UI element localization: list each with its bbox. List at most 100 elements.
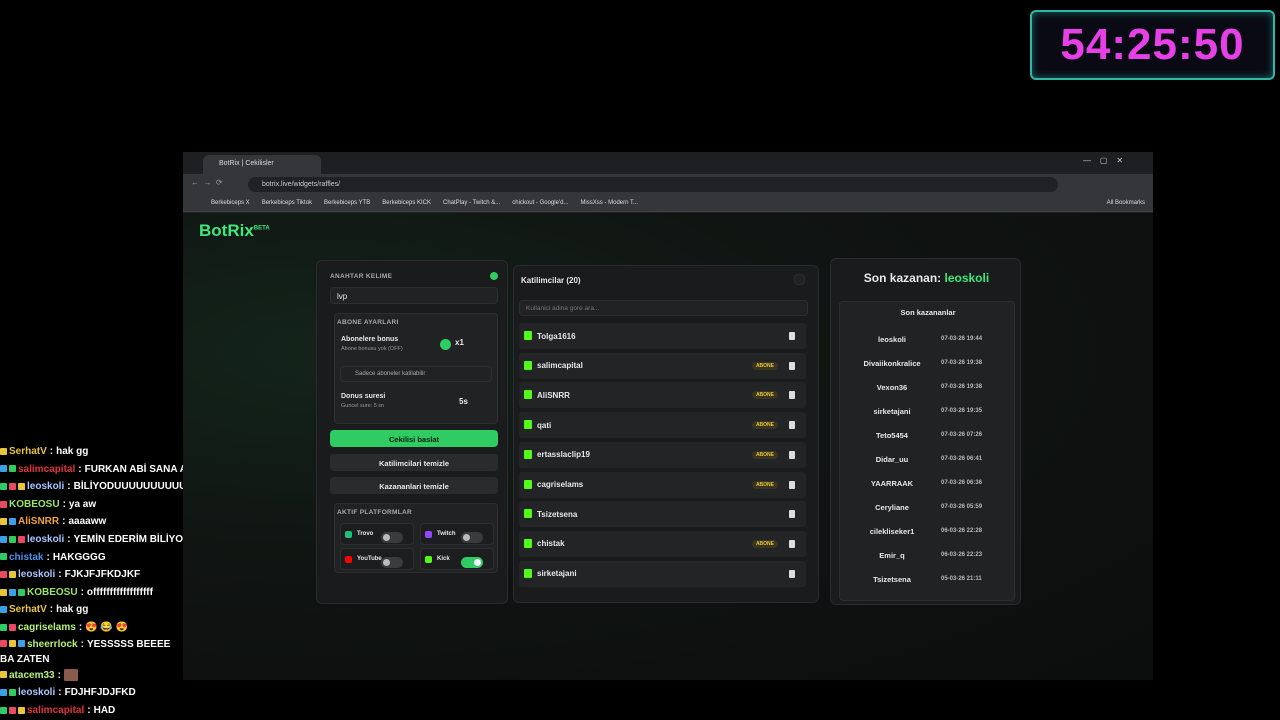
copy-button[interactable] [794,274,805,285]
bookmark[interactable]: Berkebiceps Tiktok [261,200,313,206]
checkbox[interactable]: Sadece aboneler katilabilir [340,366,492,382]
winner-row: leoskoli 07-03-26 19:44 [843,327,1011,351]
chat-message: BİLİYODUUUUUUUUUUM [73,481,183,493]
settings-panel: ANAHTAR KELIME lvp ABONE AYARLARI Abonel… [316,260,508,604]
chat-separator: : [58,687,62,699]
winner-date: 07-03-26 06:41 [941,456,983,462]
status-dot [490,272,498,280]
winner-name: sirketajani [873,406,911,416]
kick-icon [524,568,532,578]
chat-badge [9,706,16,714]
chat-message: HAKGGGG [52,551,106,563]
participant-row: AliSNRR ABONE [519,382,806,409]
bookmark[interactable]: MissXss - Modern T... [580,200,639,206]
platform-name: Twitch [437,531,456,537]
tab[interactable]: BotRix | Cekilisler [203,155,321,174]
winner-date: 07-03-26 19:35 [941,408,983,414]
delete-button[interactable] [789,450,795,459]
chat-line: SerhatV: hak gg [0,443,183,461]
chat-message: hak gg [56,604,89,616]
chat-line: salimcapital: HAD [0,702,183,720]
platform-icon [345,556,352,563]
toggle[interactable] [381,532,403,543]
url[interactable]: botrix.live/widgets/raffles/ [248,177,1058,192]
delete-button[interactable] [789,332,795,340]
chat-badge [9,518,16,526]
platforms: AKTIF PLATFORMLAR Trovo Twitch YouTube Kick [334,503,498,573]
delete-button[interactable] [789,539,795,548]
participant-row: sirketajani [519,560,806,587]
chat-message: 😍 😂 😍 [85,621,129,633]
participant-row: cagriselams ABONE [519,471,806,498]
chat-separator: : [87,704,91,716]
chat-badge [0,623,7,631]
bookmark[interactable]: Berkebiceps KICK [382,200,431,206]
bookmark[interactable]: Berkebiceps X [211,200,250,206]
chat-user: atacem33 [9,669,55,681]
select[interactable]: x1 [455,338,464,347]
toggle[interactable] [461,532,483,543]
delete-button[interactable] [789,421,795,430]
chat-line: AliSNRR: aaaaww [0,513,183,531]
bookmark[interactable]: ChatPlay - Twitch &... [443,200,501,206]
participant-name: AliSNRR [537,390,570,400]
delete-button[interactable] [789,569,795,578]
chat-line: cagriselams: 😍 😂 😍 [0,619,183,637]
keyword-input[interactable]: lvp [330,287,498,304]
sub-badge: ABONE [751,421,778,430]
chat-message: YESSSSS BEEEE BA ZATEN [0,638,171,665]
button[interactable]: Cekilisi baslat [330,430,498,447]
platform: Kick [420,548,494,570]
sub-settings: ABONE AYARLARI Abonelere bonus Abone bon… [334,313,498,424]
chat-badge [0,500,7,508]
chat-separator: : [67,533,71,545]
delete-button[interactable] [789,480,795,489]
chat-separator: : [49,446,54,457]
button[interactable]: Kazananlari temizle [330,477,498,494]
window-controls[interactable]: — ▢ ✕ [1083,156,1124,165]
winner-name: Divaiikonkralice [863,358,921,368]
select[interactable]: 5s [459,397,468,406]
delete-button[interactable] [789,361,795,370]
bookmark[interactable]: chickout - Google'd... [512,200,569,206]
logo-text: BotRix [199,221,254,240]
participant-name: Tsizetsena [537,509,578,519]
all-bookmarks[interactable]: All Bookmarks [1106,200,1145,206]
chat-badge [0,706,7,714]
winner-row: Didar_uu 07-03-26 06:41 [843,447,1011,471]
chat-message: HAD [93,704,116,716]
platform-name: YouTube [357,556,382,562]
chat-line: sheerrlock: YESSSSS BEEEE BA ZATEN [0,637,183,667]
chat-user: SerhatV [9,604,47,616]
toggle[interactable] [381,557,403,568]
search[interactable]: Kullanici adina gore ara... [519,300,808,316]
winner-date: 05-03-26 21:11 [941,576,982,582]
platform: Twitch [420,523,494,545]
chat-user: KOBEOSU [27,586,78,598]
participant-row: chistak ABONE [519,530,806,557]
chat-separator: : [49,604,54,616]
kick-icon [524,420,532,430]
participant-name: Tolga1616 [537,331,576,341]
delete-button[interactable] [789,510,795,519]
bookmark[interactable]: Berkebiceps YTB [324,200,371,206]
nav-buttons[interactable]: ← → ⟳ [191,178,223,187]
chat-badge [0,571,7,579]
participant-name: salimcapital [537,361,583,371]
toggle-knob [463,534,470,541]
chat-message: aaaaww [68,516,107,528]
delete-button[interactable] [789,391,795,400]
chat-separator: : [78,621,83,633]
chat-badge [9,535,16,543]
winner-row: YAARRAAK 07-03-26 06:36 [843,471,1011,495]
chat-message: FDJHFJDJFKD [64,687,136,699]
participant-name: qati [537,420,552,430]
winner-heading: Son kazanan: leoskoli [831,271,1022,285]
chat-message: hak gg [56,446,89,457]
button[interactable]: Katilimcilari temizle [330,453,498,471]
participant-row: Tolga1616 [519,323,806,349]
chat-user: sheerrlock [27,638,78,650]
participant-name: sirketajani [537,569,577,579]
panel-title: Katilimcilar (20) [521,276,581,285]
toggle[interactable] [461,557,483,568]
